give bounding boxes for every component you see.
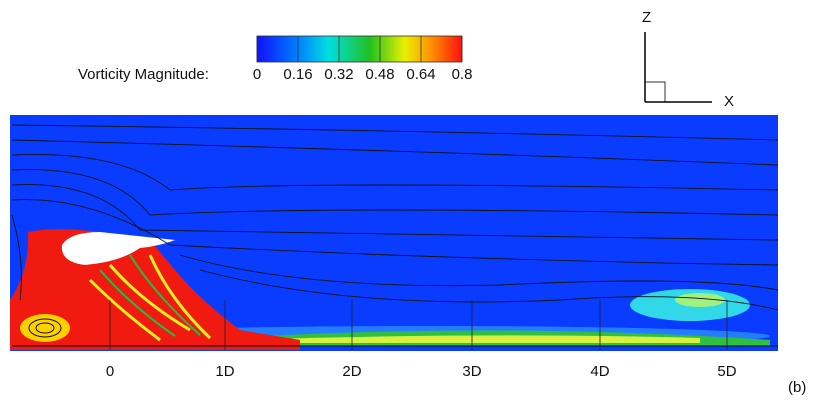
- flow-field: [10, 115, 778, 351]
- z-axis-label: Z: [642, 9, 651, 26]
- streamlines: [11, 124, 779, 347]
- colorbar-tick-label: 0.8: [452, 66, 473, 83]
- station-label: 5D: [717, 363, 736, 380]
- colorbar-ticks: 0 0.16 0.32 0.48 0.64 0.8: [253, 36, 473, 83]
- x-axis-label: X: [724, 93, 734, 110]
- panel-label: (b): [788, 379, 806, 396]
- colorbar-tick-label: 0.64: [406, 66, 435, 83]
- colorbar: [256, 35, 463, 63]
- colorbar-tick-label: 0.32: [324, 66, 353, 83]
- station-label: 4D: [590, 363, 609, 380]
- colorbar-tick-label: 0.16: [283, 66, 312, 83]
- station-label: 0: [106, 363, 114, 380]
- colorbar-label: Vorticity Magnitude:: [78, 66, 209, 83]
- colorbar-tick-label: 0.48: [365, 66, 394, 83]
- station-label: 3D: [462, 363, 481, 380]
- station-label: 2D: [342, 363, 361, 380]
- colorbar-tick-label: 0: [253, 66, 261, 83]
- station-markers: 0 1D 2D 3D 4D 5D: [106, 300, 737, 380]
- station-label: 1D: [215, 363, 234, 380]
- axis-triad: [644, 32, 712, 103]
